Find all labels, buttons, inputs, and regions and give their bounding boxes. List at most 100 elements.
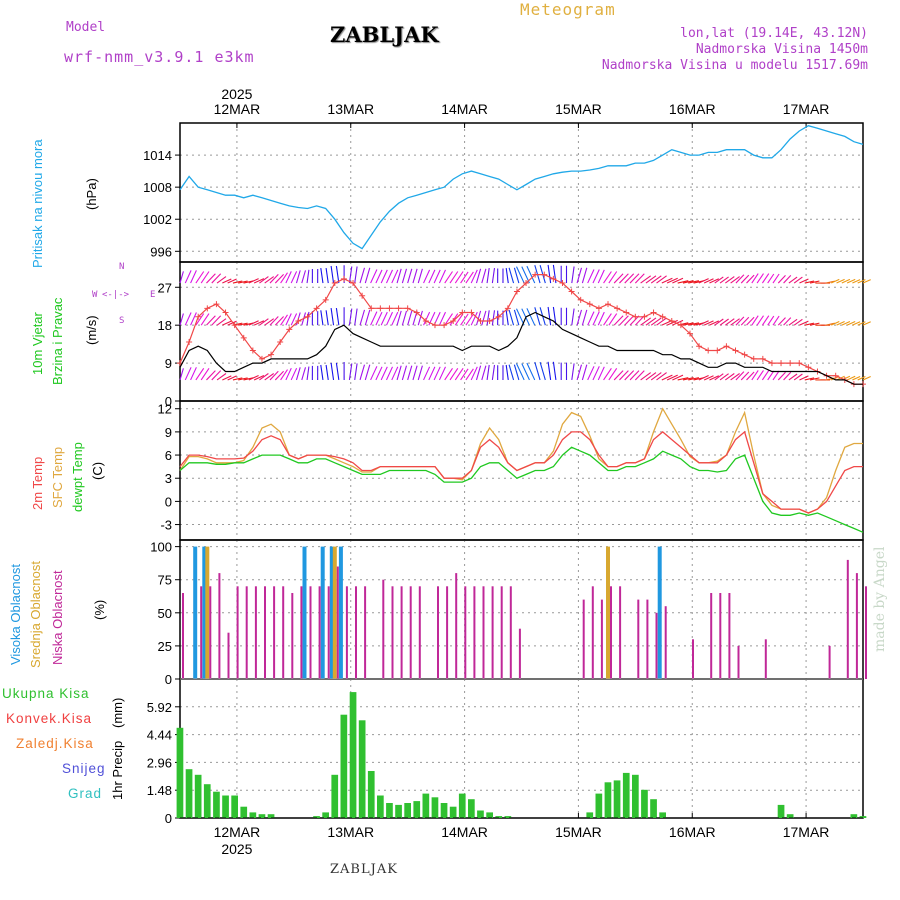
wind-arrow <box>788 373 798 381</box>
wind-gust-line <box>179 274 863 385</box>
wind-arrow <box>290 313 298 326</box>
x-tick-label-top: 12MAR <box>214 101 261 117</box>
wind-gust-marker <box>796 360 803 367</box>
wind-gust-marker <box>504 305 511 312</box>
wind-arrow <box>682 322 694 326</box>
precip-bar <box>377 795 384 818</box>
y-tick-label: 100 <box>150 540 172 555</box>
cloud-low-bar <box>619 586 622 679</box>
wind-arrow <box>359 267 366 284</box>
wind-arrow <box>650 275 662 284</box>
wind-arrow <box>857 321 866 326</box>
wind-arrow <box>846 375 856 381</box>
precip-bar <box>449 806 457 818</box>
cloud-high-bar <box>657 546 662 679</box>
cloud-low-bar <box>646 599 649 679</box>
x-tick-label-top: 13MAR <box>327 101 374 117</box>
wind-arrow <box>206 273 216 284</box>
cloud-low-bar <box>327 586 330 679</box>
wind-arrow <box>325 364 329 381</box>
wind-gust-marker <box>441 322 448 329</box>
wind-arrow <box>433 366 441 381</box>
wind-arrow <box>619 315 629 326</box>
wind-arrow <box>709 320 720 326</box>
y-tick-label: 1008 <box>143 180 172 195</box>
wind-arrow <box>603 313 612 326</box>
precip-bar <box>786 814 794 818</box>
wind-arrow <box>259 373 269 381</box>
wind-arrow <box>508 267 515 284</box>
wind-arrow <box>688 322 700 326</box>
wind-gust-marker <box>568 288 575 295</box>
cloud-low-bar <box>273 586 276 679</box>
wind-arrow <box>248 374 259 381</box>
wind-arrow <box>470 311 478 326</box>
wind-gust-marker <box>586 301 593 308</box>
wind-arrow <box>428 366 436 381</box>
wind-gust-marker <box>650 309 657 316</box>
precip-bar <box>641 789 648 818</box>
wind-arrow <box>783 275 792 284</box>
wind-arrow <box>761 315 770 326</box>
wind-arrow <box>799 278 809 284</box>
wind-gust-marker <box>486 317 493 324</box>
y-tick-label: 0 <box>165 811 172 826</box>
wind-arrow <box>629 273 640 284</box>
pressure-line <box>179 124 864 250</box>
wind-arrow <box>190 312 197 326</box>
wind-arrow <box>335 362 340 381</box>
wind-arrow <box>634 273 645 284</box>
wind-speed-line <box>179 311 863 385</box>
wind-arrow <box>348 308 353 326</box>
y-tick-label: 0 <box>165 394 172 409</box>
cloud-low-bar <box>391 586 394 679</box>
wind-arrow <box>200 313 210 326</box>
wind-arrow <box>433 269 441 284</box>
wind-arrow <box>526 308 536 326</box>
x-tick-label-top: 16MAR <box>669 101 716 117</box>
wind-arrow <box>306 366 310 381</box>
cloud-low-bar <box>655 612 658 679</box>
wind-arrow <box>354 308 358 326</box>
wind-arrow <box>719 373 729 381</box>
precip-bar <box>358 720 366 818</box>
wind-arrow <box>650 317 662 326</box>
wind-arrow <box>396 268 402 284</box>
wind-arrow <box>608 313 618 326</box>
wind-arrow <box>301 367 307 381</box>
y-tick-label: 2.96 <box>147 755 172 770</box>
wind-arrow <box>852 375 861 381</box>
wind-gust-marker <box>395 305 402 312</box>
wind-gust-marker <box>696 343 703 350</box>
wind-gust-marker <box>705 347 712 354</box>
wind-arrow <box>227 278 237 284</box>
wind-arrow <box>481 310 487 326</box>
wind-arrow <box>672 374 684 381</box>
wind-arrow <box>195 367 205 381</box>
wind-arrow <box>481 268 487 284</box>
cloud-high-bar <box>193 546 198 679</box>
wind-arrow <box>804 322 815 326</box>
wind-arrow <box>359 364 366 381</box>
wind-gust-marker <box>477 317 484 324</box>
cloud-low-bar <box>182 593 184 679</box>
wind-arrow <box>417 310 423 326</box>
wind-arrow <box>320 268 324 284</box>
wind-arrow <box>253 374 265 381</box>
wind-arrow <box>216 373 227 381</box>
precip-bar <box>632 774 639 818</box>
precip-bar <box>431 797 439 818</box>
wind-arrow <box>624 370 635 381</box>
wind-arrow <box>200 271 210 284</box>
cloud-high-bar <box>329 546 334 679</box>
wind-arrow <box>417 268 423 284</box>
wind-arrow <box>666 319 678 326</box>
cloud-low-bar <box>637 599 640 679</box>
wind-gust-marker <box>614 305 621 312</box>
wind-gust-marker <box>304 313 311 320</box>
wind-arrow <box>449 271 459 284</box>
y-tick-label: 3 <box>165 471 172 486</box>
wind-gust-marker <box>295 317 302 324</box>
wind-arrow <box>375 269 383 284</box>
